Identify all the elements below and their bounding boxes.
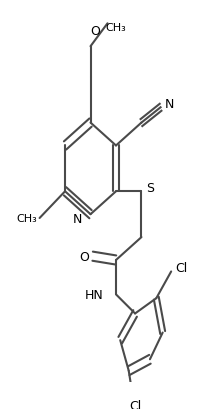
Text: N: N	[164, 98, 174, 111]
Text: O: O	[90, 25, 100, 38]
Text: O: O	[79, 250, 89, 263]
Text: N: N	[73, 212, 82, 225]
Text: Cl: Cl	[129, 399, 141, 409]
Text: S: S	[146, 182, 154, 195]
Text: CH₃: CH₃	[106, 23, 126, 33]
Text: HN: HN	[84, 288, 103, 301]
Text: Cl: Cl	[176, 261, 188, 274]
Text: CH₃: CH₃	[17, 213, 37, 223]
